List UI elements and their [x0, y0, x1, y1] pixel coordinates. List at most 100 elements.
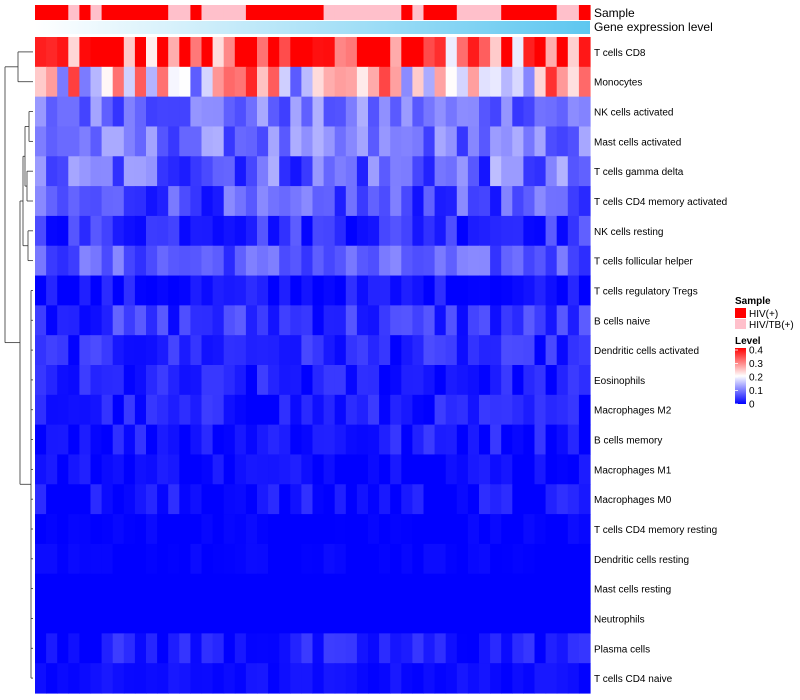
- heatmap-cell: [268, 603, 280, 634]
- heatmap-cell: [578, 514, 591, 545]
- heatmap-cell: [534, 663, 547, 694]
- heatmap-cell: [534, 245, 547, 277]
- heatmap-cell: [323, 66, 336, 98]
- heatmap-cell: [401, 156, 413, 187]
- heatmap-cell: [168, 215, 180, 247]
- heatmap-cell: [312, 186, 325, 217]
- heatmap-cell: [545, 215, 558, 247]
- heatmap-cell: [456, 365, 469, 396]
- heatmap-cell: [123, 335, 136, 366]
- heatmap-cell: [368, 424, 380, 456]
- heatmap-cell: [523, 633, 536, 664]
- heatmap-cell: [567, 126, 580, 157]
- heatmap-cell: [212, 633, 225, 664]
- heatmap-cell: [68, 37, 80, 68]
- heatmap-cell: [79, 543, 92, 575]
- heatmap-cell: [578, 365, 591, 396]
- heatmap-cell: [401, 454, 413, 485]
- sample-annotation-cell: [545, 5, 558, 20]
- sample-annotation-cell: [68, 5, 80, 20]
- heatmap-cell: [368, 215, 380, 247]
- heatmap-cell: [190, 663, 203, 694]
- heatmap-cell: [490, 335, 502, 366]
- heatmap-cell: [379, 514, 391, 545]
- heatmap-cell: [312, 633, 325, 664]
- heatmap-cell: [412, 394, 425, 426]
- heatmap-cell: [201, 543, 214, 575]
- heatmap-cell: [490, 305, 502, 336]
- heatmap-cell: [35, 633, 47, 664]
- heatmap-cell: [112, 245, 125, 277]
- heatmap-cell: [467, 365, 480, 396]
- heatmap-cell: [168, 156, 180, 187]
- heatmap-cell: [312, 603, 325, 634]
- heatmap-cell: [312, 66, 325, 98]
- heatmap-cell: [146, 245, 158, 277]
- heatmap-cell: [79, 394, 92, 426]
- heatmap-cell: [290, 394, 302, 426]
- sample-annotation-cell: [245, 5, 258, 20]
- heatmap-cell: [79, 305, 92, 336]
- heatmap-cell: [46, 186, 58, 217]
- heatmap-cell: [290, 156, 302, 187]
- heatmap-cell: [445, 394, 458, 426]
- sample-annotation-cell: [423, 5, 436, 20]
- heatmap-cell: [57, 514, 69, 545]
- heatmap-cell: [268, 66, 280, 98]
- heatmap-cell: [323, 454, 336, 485]
- heatmap-cell: [279, 186, 291, 217]
- heatmap-cell: [434, 365, 447, 396]
- heatmap-cell: [434, 484, 447, 515]
- heatmap-cell: [245, 186, 258, 217]
- heatmap-cell: [168, 603, 180, 634]
- heatmap-cell: [334, 365, 347, 396]
- heatmap-cell: [445, 305, 458, 336]
- heatmap-cell: [223, 215, 236, 247]
- heatmap-cell: [368, 484, 380, 515]
- heatmap-cell: [146, 335, 158, 366]
- heatmap-cell: [35, 96, 47, 128]
- heatmap-cell: [101, 245, 114, 277]
- heatmap-cell: [356, 633, 369, 664]
- heatmap-cell: [157, 424, 169, 456]
- row-label: T cells CD4 naive: [594, 674, 673, 685]
- heatmap-cell: [134, 394, 147, 426]
- heatmap-cell: [445, 424, 458, 456]
- heatmap-cell: [134, 603, 147, 634]
- heatmap-cell: [523, 663, 536, 694]
- heatmap-cell: [456, 394, 469, 426]
- heatmap-cell: [512, 514, 524, 545]
- heatmap-cell: [423, 245, 436, 277]
- heatmap-cell: [556, 394, 569, 426]
- row-label: NK cells activated: [594, 108, 673, 119]
- heatmap-cell: [301, 66, 314, 98]
- heatmap-cell: [312, 424, 325, 456]
- heatmap-cell: [35, 275, 47, 306]
- heatmap-cell: [345, 215, 358, 247]
- heatmap-cell: [35, 245, 47, 277]
- heatmap-cell: [301, 454, 314, 485]
- heatmap-cell: [512, 37, 524, 68]
- heatmap-cell: [112, 394, 125, 426]
- heatmap-cell: [467, 96, 480, 128]
- heatmap-cell: [68, 156, 80, 187]
- sample-annotation-cell: [334, 5, 347, 20]
- heatmap-cell: [368, 514, 380, 545]
- heatmap-cell: [323, 186, 336, 217]
- heatmap-cell: [456, 663, 469, 694]
- heatmap-cell: [356, 573, 369, 605]
- heatmap-cell: [379, 365, 391, 396]
- heatmap-cell: [356, 275, 369, 306]
- heatmap-cell: [279, 365, 291, 396]
- heatmap-cell: [123, 275, 136, 306]
- heatmap-cell: [101, 186, 114, 217]
- heatmap-cell: [401, 514, 413, 545]
- heatmap-cell: [190, 365, 203, 396]
- heatmap-cell: [323, 394, 336, 426]
- sample-annotation-cell: [412, 5, 425, 20]
- heatmap-cell: [567, 394, 580, 426]
- heatmap-cell: [312, 394, 325, 426]
- heatmap-cell: [368, 603, 380, 634]
- heatmap-cell: [467, 454, 480, 485]
- sample-annotation-cell: [168, 5, 180, 20]
